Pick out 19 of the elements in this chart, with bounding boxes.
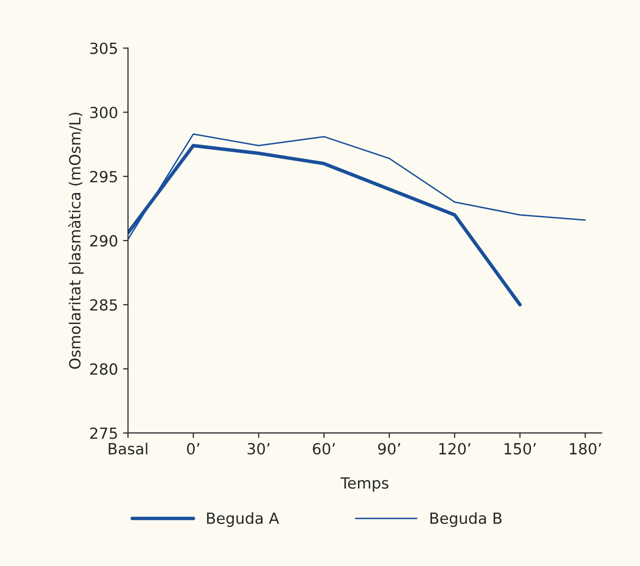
legend-label: Beguda A [207, 512, 280, 527]
x-tick-label: 120’ [439, 442, 470, 455]
y-tick-label: 285 [90, 299, 117, 311]
legend-label: Beguda B [430, 512, 502, 527]
x-tick-label: 90’ [378, 442, 400, 455]
x-tick-label: 180’ [570, 442, 601, 455]
y-tick-label: 290 [90, 235, 118, 247]
y-tick-label: 295 [90, 170, 117, 182]
x-tick-label: 0’ [187, 442, 200, 455]
x-tick-label: 30’ [248, 442, 270, 455]
y-tick-label: 300 [90, 106, 118, 118]
x-tick-label: 150’ [504, 442, 536, 455]
y-tick-label: 280 [90, 363, 118, 375]
y-tick-label: 275 [90, 427, 117, 440]
x-tick-label: Basal [108, 442, 148, 455]
y-axis-title: Osmolaritat plasmàtica (mOsm/L) [68, 112, 84, 369]
x-tick-label: 60’ [312, 442, 335, 455]
x-axis-title: Temps [340, 477, 388, 492]
y-tick-label: 305 [90, 42, 117, 54]
